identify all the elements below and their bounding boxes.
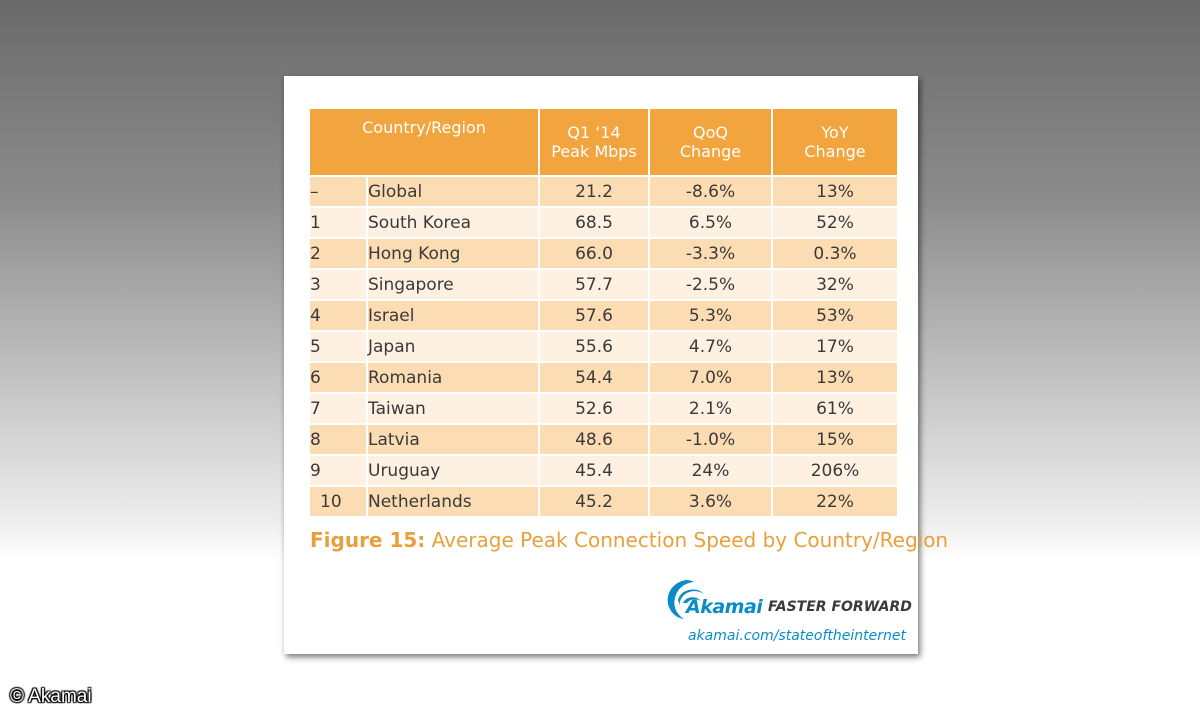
peak-cell: 55.6 [540,330,650,361]
peak-cell: 68.5 [540,206,650,237]
qoq-cell: 6.5% [650,206,773,237]
rank-cell: 7 [310,392,368,423]
table-row: 9 Uruguay 45.4 24% 206% [310,454,897,485]
akamai-wave-icon [667,580,704,619]
yoy-cell: 206% [773,454,897,485]
header-qoq-line2: Change [679,142,742,161]
yoy-cell: 13% [773,361,897,392]
table-row: 2 Hong Kong 66.0 -3.3% 0.3% [310,237,897,268]
country-cell: South Korea [368,206,540,237]
country-cell: Taiwan [368,392,540,423]
rank-cell: 2 [310,237,368,268]
qoq-cell: -3.3% [650,237,773,268]
peak-cell: 66.0 [540,237,650,268]
yoy-cell: 61% [773,392,897,423]
country-cell: Uruguay [368,454,540,485]
country-cell: Singapore [368,268,540,299]
peak-cell: 57.6 [540,299,650,330]
yoy-cell: 17% [773,330,897,361]
yoy-cell: 22% [773,485,897,516]
country-cell: Israel [368,299,540,330]
rank-cell: 3 [310,268,368,299]
header-yoy-line2: Change [804,142,866,161]
table-header-row: Country/Region Q1 ‘14 Peak Mbps QoQ Chan… [310,109,897,175]
akamai-logo: Akamai FASTER FORWARD [664,576,912,620]
table-row: 5 Japan 55.6 4.7% 17% [310,330,897,361]
qoq-cell: 7.0% [650,361,773,392]
peak-cell: 21.2 [540,175,650,206]
rank-cell: 5 [310,330,368,361]
header-country-label: Country/Region [362,118,486,137]
qoq-cell: 3.6% [650,485,773,516]
table-row: – Global 21.2 -8.6% 13% [310,175,897,206]
header-qoq-line1: QoQ [693,123,728,142]
qoq-cell: 5.3% [650,299,773,330]
header-qoq: QoQ Change [650,109,773,175]
yoy-cell: 52% [773,206,897,237]
akamai-url: akamai.com/stateoftheinternet [688,628,906,644]
country-cell: Hong Kong [368,237,540,268]
rank-cell: 4 [310,299,368,330]
table-row: 1 South Korea 68.5 6.5% 52% [310,206,897,237]
country-cell: Japan [368,330,540,361]
yoy-cell: 32% [773,268,897,299]
rank-cell: 10 [310,485,368,516]
header-peak-line2: Peak Mbps [551,142,637,161]
copyright-notice: © Akamai [10,686,92,707]
rank-cell: 1 [310,206,368,237]
rank-cell: 9 [310,454,368,485]
header-country: Country/Region [310,109,540,175]
header-peak-line1: Q1 ‘14 [567,123,621,142]
peak-cell: 57.7 [540,268,650,299]
peak-cell: 54.4 [540,361,650,392]
peak-cell: 52.6 [540,392,650,423]
peak-cell: 48.6 [540,423,650,454]
header-yoy-line1: YoY [821,123,849,142]
peak-cell: 45.2 [540,485,650,516]
header-yoy: YoY Change [773,109,897,175]
qoq-cell: -8.6% [650,175,773,206]
figure-caption-label: Figure 15: [310,528,426,552]
yoy-cell: 13% [773,175,897,206]
yoy-cell: 0.3% [773,237,897,268]
yoy-cell: 53% [773,299,897,330]
table-row: 4 Israel 57.6 5.3% 53% [310,299,897,330]
country-cell: Romania [368,361,540,392]
table-row: 8 Latvia 48.6 -1.0% 15% [310,423,897,454]
yoy-cell: 15% [773,423,897,454]
akamai-brand-text: Akamai [686,596,763,618]
peak-cell: 45.4 [540,454,650,485]
akamai-tagline: FASTER FORWARD [768,599,912,615]
table-row: 3 Singapore 57.7 -2.5% 32% [310,268,897,299]
qoq-cell: 24% [650,454,773,485]
qoq-cell: -1.0% [650,423,773,454]
country-cell: Global [368,175,540,206]
rank-cell: 8 [310,423,368,454]
country-cell: Netherlands [368,485,540,516]
table-row: 10 Netherlands 45.2 3.6% 22% [310,485,897,516]
rank-cell: – [310,175,368,206]
figure-caption-text: Average Peak Connection Speed by Country… [425,528,949,552]
country-cell: Latvia [368,423,540,454]
qoq-cell: 4.7% [650,330,773,361]
table-row: 7 Taiwan 52.6 2.1% 61% [310,392,897,423]
peak-speed-table: Country/Region Q1 ‘14 Peak Mbps QoQ Chan… [310,109,897,516]
qoq-cell: -2.5% [650,268,773,299]
qoq-cell: 2.1% [650,392,773,423]
header-peak: Q1 ‘14 Peak Mbps [540,109,650,175]
figure-caption: Figure 15: Average Peak Connection Speed… [310,528,948,552]
rank-cell: 6 [310,361,368,392]
figure-card: Country/Region Q1 ‘14 Peak Mbps QoQ Chan… [284,76,948,654]
table-row: 6 Romania 54.4 7.0% 13% [310,361,897,392]
